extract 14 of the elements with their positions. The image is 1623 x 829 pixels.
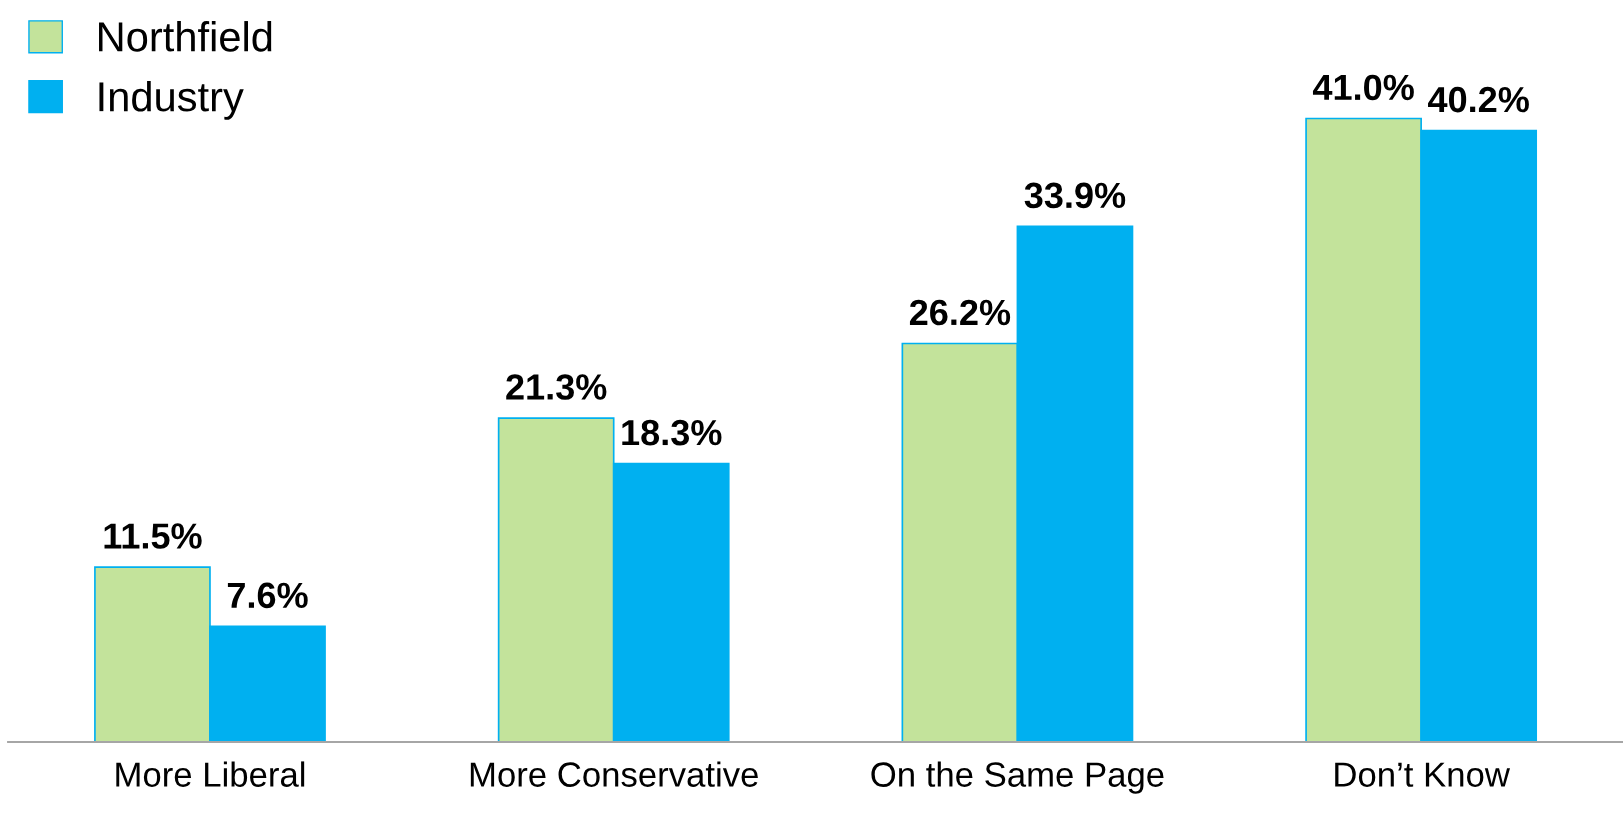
x-tick-label: More Conservative: [470, 761, 758, 787]
x-tick-label: Don’t Know: [1335, 762, 1511, 787]
data-label: 21.3%: [506, 374, 607, 400]
x-tick-label: On the Same Page: [871, 761, 1164, 794]
data-label: 40.2%: [1428, 86, 1529, 113]
data-label: 7.6%: [227, 582, 308, 609]
legend-label: Northfield: [99, 21, 272, 52]
data-label: 41.0%: [1312, 74, 1414, 101]
data-label: 11.5%: [104, 523, 202, 549]
x-tick-label: More Liberal: [116, 761, 305, 787]
data-label: 33.9%: [1024, 182, 1126, 209]
data-label: 26.2%: [909, 299, 1011, 326]
legend-label: Industry: [99, 80, 244, 120]
data-label: 18.3%: [622, 419, 722, 446]
